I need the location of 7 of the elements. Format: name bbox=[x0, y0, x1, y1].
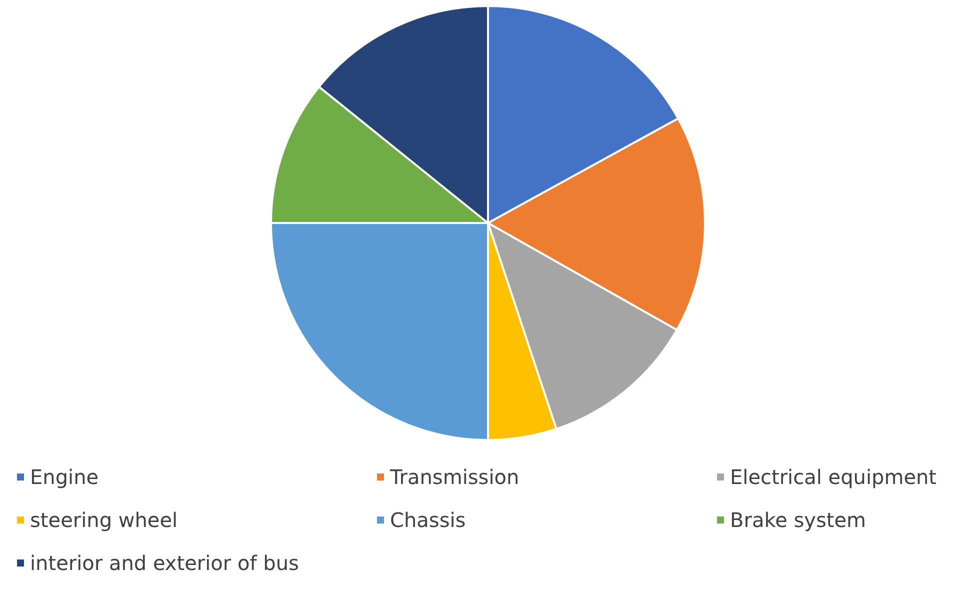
legend-label: interior and exterior of bus bbox=[30, 551, 299, 575]
legend-label: Electrical equipment bbox=[730, 465, 937, 489]
legend-label: steering wheel bbox=[30, 508, 178, 532]
legend-label: Transmission bbox=[389, 465, 520, 489]
legend-label: Engine bbox=[30, 465, 99, 489]
legend-label: Chassis bbox=[390, 508, 466, 532]
legend-label: Brake system bbox=[730, 508, 866, 532]
